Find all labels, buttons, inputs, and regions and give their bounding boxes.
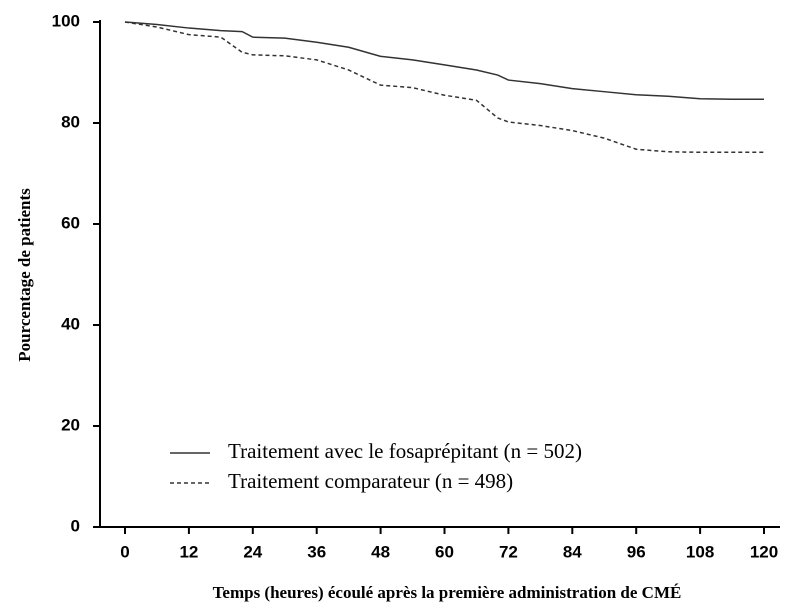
x-tick-label: 0	[120, 542, 129, 561]
y-tick-label: 60	[61, 213, 80, 232]
x-tick-label: 48	[371, 542, 390, 561]
x-tick-label: 96	[627, 542, 646, 561]
y-axis-label: Pourcentage de patients	[15, 188, 34, 362]
x-axis-label: Temps (heures) écoulé après la première …	[213, 583, 682, 602]
x-tick-label: 36	[307, 542, 326, 561]
y-tick-label: 0	[71, 516, 80, 535]
x-tick-label: 24	[243, 542, 262, 561]
x-tick-label: 72	[499, 542, 518, 561]
x-tick-label: 60	[435, 542, 454, 561]
legend-label: Traitement avec le fosaprépitant (n = 50…	[228, 439, 582, 463]
y-tick-label: 20	[61, 415, 80, 434]
x-tick-label: 12	[179, 542, 198, 561]
series-line	[124, 21, 764, 154]
x-tick-label: 108	[686, 542, 714, 561]
y-tick-label: 80	[61, 112, 80, 131]
x-tick-label: 84	[563, 542, 582, 561]
series-line	[124, 21, 764, 101]
legend-label: Traitement comparateur (n = 498)	[228, 469, 513, 493]
y-tick-label: 100	[52, 11, 80, 30]
x-tick-label: 120	[750, 542, 778, 561]
y-tick-label: 40	[61, 314, 80, 333]
